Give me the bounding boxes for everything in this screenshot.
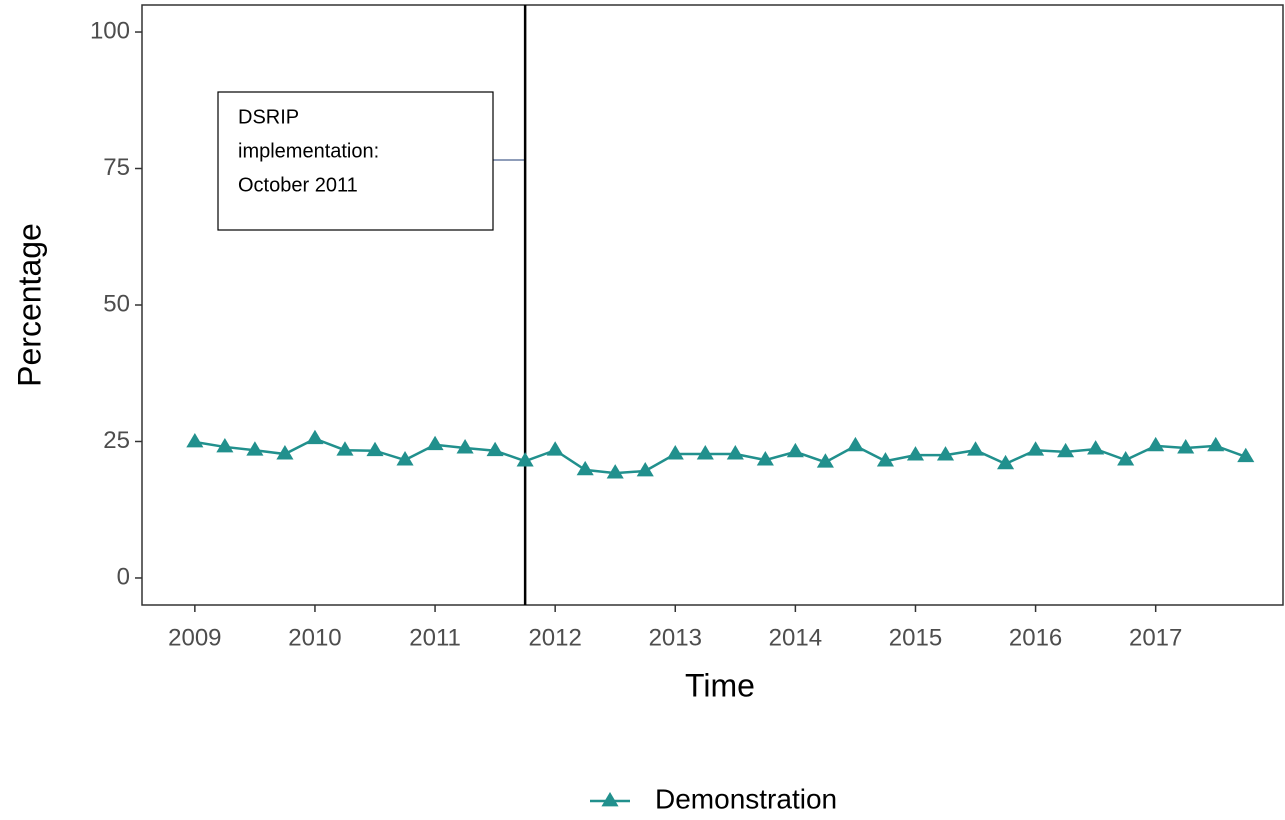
data-point xyxy=(1117,451,1135,466)
x-tick-label: 2012 xyxy=(528,624,581,651)
data-point xyxy=(426,435,444,451)
data-point xyxy=(186,433,204,448)
y-axis-title: Percentage xyxy=(11,223,47,387)
data-point xyxy=(1087,440,1105,455)
data-point xyxy=(666,445,684,460)
y-tick-label: 75 xyxy=(103,154,130,181)
data-point xyxy=(636,461,654,477)
data-line xyxy=(194,437,1247,475)
data-point xyxy=(396,451,414,466)
y-tick-label: 50 xyxy=(103,290,130,317)
legend-marker xyxy=(601,792,619,807)
data-point xyxy=(216,437,234,453)
data-point xyxy=(1177,439,1195,454)
data-point xyxy=(1147,436,1165,452)
data-point xyxy=(546,441,564,456)
plot-border xyxy=(141,4,1284,606)
x-tick-label: 2017 xyxy=(1129,624,1182,651)
annotation-text: DSRIP xyxy=(238,106,299,128)
data-point xyxy=(306,429,324,445)
x-tick-label: 2009 xyxy=(168,624,221,651)
data-point xyxy=(696,445,714,460)
data-point xyxy=(786,442,804,458)
data-point xyxy=(456,439,474,454)
x-tick-label: 2014 xyxy=(769,624,822,651)
data-point xyxy=(906,446,925,461)
data-point xyxy=(366,441,384,457)
x-tick-label: 2011 xyxy=(409,624,461,651)
data-point xyxy=(756,451,774,466)
data-point xyxy=(516,452,534,467)
annotation-box xyxy=(217,91,494,231)
data-point xyxy=(966,441,985,456)
x-axis-title: Time xyxy=(685,667,755,703)
data-point xyxy=(876,452,895,467)
y-tick-label: 0 xyxy=(117,563,130,590)
y-tick-label: 25 xyxy=(103,427,130,454)
x-tick-label: 2015 xyxy=(889,624,942,651)
x-tick-label: 2016 xyxy=(1009,624,1062,651)
data-point xyxy=(1207,436,1225,452)
y-tick-label: 100 xyxy=(90,17,130,44)
legend-label: Demonstration xyxy=(655,783,837,814)
data-point xyxy=(846,436,864,452)
annotation-text: implementation: xyxy=(238,140,379,162)
data-point xyxy=(486,441,504,457)
data-point xyxy=(726,445,744,460)
data-point xyxy=(606,464,624,479)
data-point xyxy=(1057,442,1075,458)
data-point xyxy=(816,453,834,468)
data-point xyxy=(936,446,955,461)
data-point xyxy=(276,445,294,460)
data-point xyxy=(246,441,264,456)
x-tick-label: 2013 xyxy=(649,624,702,651)
data-point xyxy=(1027,441,1045,456)
data-point xyxy=(336,441,354,456)
x-tick-label: 2010 xyxy=(288,624,341,651)
annotation-text: October 2011 xyxy=(238,174,358,196)
data-point xyxy=(576,460,594,476)
data-point xyxy=(997,454,1015,470)
data-point xyxy=(1237,447,1255,463)
